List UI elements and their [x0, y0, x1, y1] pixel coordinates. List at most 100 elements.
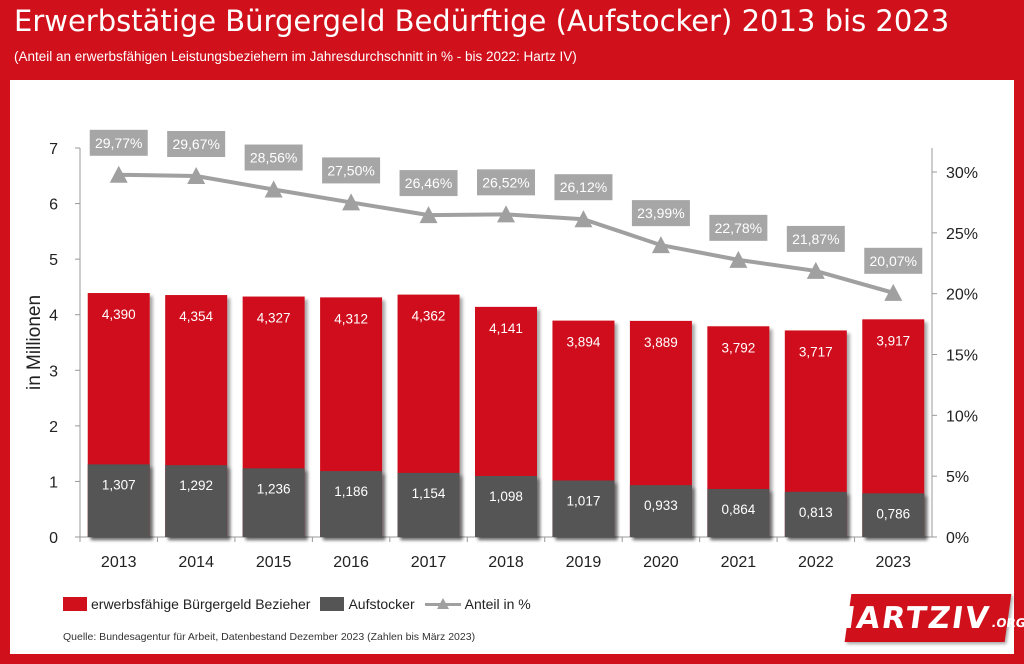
- y-tick-label-left: 4: [49, 308, 58, 325]
- bar-label-aufstocker: 1,154: [412, 486, 446, 501]
- data-label-box-anteil: [322, 157, 381, 184]
- legend-swatch-aufstocker: [320, 597, 345, 611]
- bar-aufstocker: [707, 488, 770, 537]
- line-marker-anteil: [574, 210, 593, 228]
- x-tick-label: 2021: [721, 554, 757, 571]
- line-marker-anteil: [884, 283, 903, 301]
- data-label-box-anteil: [167, 131, 226, 158]
- bar-aufstocker: [475, 475, 537, 537]
- bar-label-aufstocker: 0,786: [876, 506, 910, 521]
- bar-aufstocker: [320, 471, 383, 537]
- bar-aufstocker: [784, 491, 847, 537]
- bar-label-bezieher: 3,717: [799, 344, 833, 359]
- bar-label-bezieher: 4,362: [412, 309, 446, 324]
- x-tick-label: 2018: [488, 554, 524, 571]
- chart-title: Erwerbstätige Bürgergeld Bedürftige (Auf…: [14, 4, 950, 38]
- y-tick-label-right: 25%: [946, 226, 978, 243]
- bar-aufstocker: [165, 465, 228, 537]
- y-tick-label-right: 5%: [946, 469, 969, 486]
- bar-label-bezieher: 4,354: [179, 309, 213, 324]
- data-label-box-anteil: [786, 225, 845, 252]
- chart-subtitle: (Anteil an erwerbsfähigen Leistungsbezie…: [14, 49, 577, 64]
- bar-label-bezieher: 3,889: [644, 335, 678, 350]
- line-marker-anteil: [651, 236, 670, 254]
- bar-label-aufstocker: 0,933: [644, 498, 678, 513]
- data-label-anteil: 28,56%: [250, 150, 297, 166]
- x-tick-label: 2014: [178, 554, 214, 571]
- y-tick-label-right: 10%: [946, 408, 978, 425]
- bar-label-bezieher: 3,792: [721, 340, 755, 355]
- data-label-anteil: 21,87%: [792, 231, 839, 247]
- line-marker-anteil: [342, 193, 361, 211]
- y-tick-label-left: 0: [49, 530, 58, 547]
- bar-label-aufstocker: 1,307: [102, 477, 136, 492]
- bar-label-bezieher: 3,894: [567, 335, 601, 350]
- source-note: Quelle: Bundesagentur für Arbeit, Datenb…: [63, 631, 476, 643]
- bar-label-bezieher: 4,390: [102, 307, 136, 322]
- data-label-anteil: 26,46%: [405, 175, 452, 191]
- bar-label-aufstocker: 1,098: [489, 489, 523, 504]
- x-tick-label: 2017: [411, 554, 447, 571]
- legend-label-bezieher: erwerbsfähige Bürgergeld Bezieher: [91, 596, 311, 612]
- bar-aufstocker: [629, 485, 692, 537]
- bar-label-bezieher: 4,312: [334, 311, 368, 326]
- data-label-anteil: 22,78%: [715, 220, 762, 236]
- chart-legend: erwerbsfähige Bürgergeld Bezieher Aufsto…: [63, 596, 531, 612]
- data-label-box-anteil: [89, 129, 148, 156]
- y-tick-label-left: 3: [49, 363, 58, 380]
- bar-aufstocker: [397, 472, 460, 537]
- x-tick-label: 2013: [101, 554, 137, 571]
- data-label-anteil: 29,77%: [95, 135, 142, 151]
- line-marker-anteil: [187, 167, 206, 185]
- bar-label-aufstocker: 0,864: [721, 502, 755, 517]
- data-label-anteil: 26,12%: [560, 179, 607, 195]
- data-label-anteil: 23,99%: [637, 205, 684, 221]
- legend-item-aufstocker: Aufstocker: [320, 596, 415, 612]
- data-label-box-anteil: [554, 174, 613, 201]
- bar-label-bezieher: 4,327: [257, 311, 291, 326]
- legend-swatch-anteil: [424, 597, 461, 611]
- y-tick-label-left: 1: [49, 474, 58, 491]
- legend-swatch-bezieher: [63, 597, 87, 611]
- y-axis-title: in Millionen: [24, 295, 45, 390]
- y-tick-label-right: 30%: [946, 165, 978, 182]
- x-tick-label: 2015: [256, 554, 292, 571]
- x-tick-label: 2016: [333, 554, 369, 571]
- data-label-anteil: 27,50%: [327, 162, 374, 178]
- bar-label-bezieher: 4,141: [489, 321, 523, 336]
- bar-label-aufstocker: 1,292: [179, 478, 213, 493]
- data-label-box-anteil: [244, 144, 303, 171]
- x-tick-label: 2023: [875, 554, 911, 571]
- line-marker-anteil: [497, 205, 515, 223]
- logo-org: .ORG: [990, 616, 1024, 630]
- bar-label-aufstocker: 1,236: [257, 481, 291, 496]
- legend-label-anteil: Anteil in %: [464, 596, 531, 612]
- line-marker-anteil: [729, 250, 748, 268]
- x-tick-label: 2020: [643, 554, 679, 571]
- y-tick-label-left: 7: [49, 141, 58, 158]
- legend-item-anteil: Anteil in %: [424, 596, 531, 612]
- y-tick-label-right: 15%: [946, 348, 978, 365]
- data-label-anteil: 20,07%: [870, 253, 917, 269]
- bar-aufstocker: [242, 468, 305, 537]
- bar-aufstocker: [552, 480, 615, 537]
- y-tick-label-right: 20%: [946, 287, 978, 304]
- bar-label-bezieher: 3,917: [876, 333, 910, 348]
- y-tick-label-right: 0%: [946, 530, 969, 547]
- y-tick-label-left: 5: [49, 252, 58, 269]
- bar-aufstocker: [862, 493, 925, 537]
- x-tick-label: 2019: [566, 554, 602, 571]
- bar-label-aufstocker: 1,186: [334, 484, 368, 499]
- data-label-box-anteil: [477, 169, 535, 196]
- data-label-box-anteil: [399, 170, 458, 197]
- data-label-anteil: 26,52%: [482, 174, 529, 190]
- data-label-box-anteil: [709, 214, 768, 241]
- bar-label-aufstocker: 1,017: [567, 493, 601, 508]
- line-marker-anteil: [806, 261, 825, 279]
- bar-label-aufstocker: 0,813: [799, 505, 833, 520]
- y-tick-label-left: 6: [49, 197, 58, 214]
- hartziv-logo: HARTZIV .ORG: [827, 594, 1024, 642]
- line-marker-anteil: [264, 180, 283, 198]
- y-tick-label-left: 2: [49, 419, 58, 436]
